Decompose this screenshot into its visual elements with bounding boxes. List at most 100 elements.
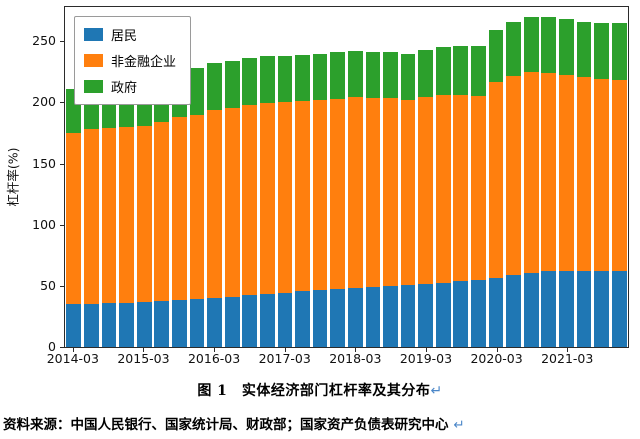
bar-segment-非金融企业 [259, 103, 275, 295]
stacked-bar [418, 7, 434, 347]
bar-slot-2018-12 [399, 7, 417, 347]
figure-caption: 图 1 实体经济部门杠杆率及其分布↵ [0, 380, 640, 400]
stacked-bar [242, 7, 258, 347]
bar-segment-政府 [277, 55, 293, 103]
bar-segment-居民 [224, 296, 240, 347]
bar-segment-非金融企业 [576, 76, 592, 272]
stacked-bar [559, 7, 574, 347]
stacked-bar [594, 7, 609, 347]
bar-segment-非金融企业 [471, 96, 486, 281]
x-axis-ticks: 2014-03 2015-03 2016-03 2017-03 2018-03 2019-… [47, 348, 629, 369]
x-tick-label: 2021-03 [541, 351, 594, 366]
bar-segment-居民 [523, 273, 539, 347]
bar-segment-居民 [330, 289, 346, 347]
caption-text: 图 1 实体经济部门杠杆率及其分布 [197, 383, 431, 399]
source-note: 资料来源：中国人民银行、国家统计局、财政部；国家资产负债表研究中心 ↵ [0, 413, 640, 433]
bar-segment-居民 [383, 285, 398, 347]
stacked-bar [347, 7, 363, 347]
bar-slot-2014-03 [65, 7, 83, 347]
bar-segment-非金融企业 [295, 100, 310, 292]
x-tick-mark [143, 348, 145, 352]
bar-segment-非金融企业 [312, 99, 328, 291]
bar-segment-居民 [154, 301, 170, 347]
bar-segment-居民 [312, 290, 328, 347]
bar-segment-非金融企业 [506, 75, 522, 276]
bar-segment-非金融企业 [119, 127, 134, 303]
legend-label: 非金融企业 [111, 55, 177, 70]
stacked-bar [365, 7, 381, 347]
x-tick-mark [214, 348, 216, 352]
bar-segment-政府 [418, 49, 434, 97]
bar-slot-2017-09 [311, 7, 329, 347]
bar-segment-非金融企业 [101, 128, 117, 303]
stacked-bar [523, 7, 539, 347]
stacked-bar [66, 7, 82, 347]
bar-segment-政府 [224, 60, 240, 108]
bar-segment-居民 [136, 302, 152, 347]
bar-slot-2018-03 [347, 7, 365, 347]
bar-segment-政府 [488, 30, 504, 83]
legend-swatch [84, 54, 103, 67]
bar-segment-居民 [471, 280, 486, 347]
bar-segment-政府 [523, 16, 539, 72]
stacked-bar [259, 7, 275, 347]
x-tick-mark [496, 348, 498, 352]
x-tick-mark [284, 348, 286, 352]
bar-segment-政府 [506, 21, 522, 76]
bar-segment-政府 [400, 53, 416, 100]
bar-segment-非金融企业 [435, 95, 451, 283]
bar-slot-2021-12 [610, 7, 628, 347]
bar-slot-2017-03 [276, 7, 294, 347]
bar-segment-非金融企业 [66, 132, 82, 305]
bar-segment-非金融企业 [488, 82, 504, 278]
legend-item-居民: 居民 [84, 25, 176, 44]
bar-segment-非金融企业 [365, 97, 381, 287]
bar-segment-政府 [259, 55, 275, 104]
stacked-bar [277, 7, 293, 347]
stacked-bar [541, 7, 557, 347]
y-tick-label: 150 [32, 155, 56, 171]
x-tick-mark [567, 348, 569, 352]
bar-segment-非金融企业 [84, 128, 99, 304]
bar-segment-居民 [488, 277, 504, 347]
stacked-bar [312, 7, 328, 347]
bar-segment-非金融企业 [418, 96, 434, 285]
stacked-bar [435, 7, 451, 347]
bar-segment-政府 [594, 22, 609, 79]
bar-segment-非金融企业 [189, 115, 205, 300]
bar-segment-非金融企业 [277, 102, 293, 293]
bar-slot-2017-12 [329, 7, 347, 347]
bar-segment-非金融企业 [611, 80, 627, 271]
bar-slot-2016-12 [259, 7, 277, 347]
bar-segment-非金融企业 [523, 71, 539, 274]
stacked-bar [400, 7, 416, 347]
x-tick-label: 2018-03 [329, 351, 382, 366]
y-tick-mark [60, 41, 64, 43]
x-tick-mark [425, 348, 427, 352]
bar-segment-政府 [330, 52, 346, 99]
bar-slot-2020-03 [487, 7, 505, 347]
bar-segment-居民 [559, 271, 574, 347]
bar-segment-居民 [189, 299, 205, 347]
bar-segment-居民 [259, 294, 275, 347]
bar-slot-2020-06 [505, 7, 523, 347]
bar-segment-政府 [611, 22, 627, 81]
bar-segment-居民 [418, 284, 434, 347]
x-tick-label: 2020-03 [470, 351, 523, 366]
x-tick-label: 2017-03 [258, 351, 311, 366]
bar-segment-居民 [171, 299, 187, 347]
x-tick-label: 2019-03 [399, 351, 453, 366]
bar-slot-2021-03 [558, 7, 576, 347]
bar-segment-居民 [435, 282, 451, 347]
bar-segment-居民 [84, 303, 99, 347]
stacked-bar [453, 7, 469, 347]
y-tick-label: 100 [32, 216, 56, 232]
stacked-bar [295, 7, 310, 347]
x-tick-mark [72, 348, 74, 352]
bar-segment-政府 [471, 46, 486, 97]
bar-segment-政府 [383, 52, 398, 99]
x-tick-label: 2016-03 [187, 351, 241, 366]
bar-segment-非金融企业 [594, 78, 609, 272]
bar-slot-2017-06 [294, 7, 312, 347]
bar-segment-政府 [242, 58, 258, 106]
